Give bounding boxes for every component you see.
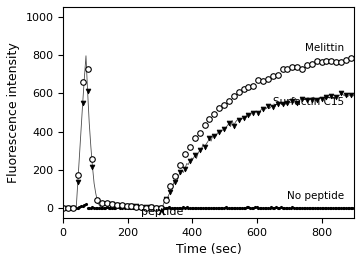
Text: Melittin: Melittin (305, 43, 344, 53)
Melittin (154, 207, 158, 210)
No peptide (61, 206, 65, 210)
Surfactin C15 (139, 206, 143, 209)
Melittin (158, 207, 163, 210)
Y-axis label: Fluorescence intensity: Fluorescence intensity (7, 42, 20, 183)
No peptide (97, 207, 101, 210)
Surfactin C15 (251, 111, 256, 114)
Melittin (61, 206, 65, 209)
No peptide (99, 206, 103, 210)
Melittin (110, 203, 114, 206)
No peptide (175, 206, 179, 210)
Text: No peptide: No peptide (287, 191, 344, 201)
Surfactin C15 (164, 198, 168, 201)
Melittin (246, 85, 251, 88)
Line: Surfactin C15: Surfactin C15 (61, 89, 353, 211)
Melittin (164, 198, 168, 201)
Text: peptide: peptide (140, 208, 183, 218)
X-axis label: Time (sec): Time (sec) (176, 243, 242, 256)
Surfactin C15 (149, 205, 153, 208)
No peptide (66, 206, 70, 210)
Line: No peptide: No peptide (61, 203, 356, 210)
Surfactin C15 (349, 94, 353, 97)
Surfactin C15 (115, 203, 119, 206)
Surfactin C15 (61, 206, 65, 209)
Melittin (349, 56, 353, 59)
Surfactin C15 (168, 190, 173, 193)
No peptide (323, 206, 327, 209)
Surfactin C15 (86, 90, 90, 93)
Melittin (144, 206, 148, 209)
Melittin (134, 205, 139, 209)
Text: Surfactin C15: Surfactin C15 (273, 97, 344, 107)
No peptide (345, 206, 350, 209)
No peptide (84, 203, 88, 206)
No peptide (352, 206, 356, 210)
Line: Melittin: Melittin (60, 55, 353, 211)
No peptide (125, 206, 129, 209)
Surfactin C15 (158, 207, 163, 210)
